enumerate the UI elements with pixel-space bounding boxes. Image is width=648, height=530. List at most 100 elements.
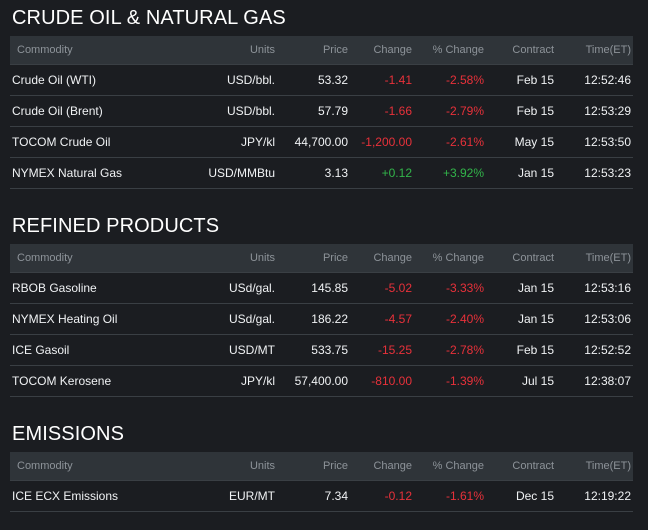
units-cell: USD/MT xyxy=(200,334,275,366)
contract-cell: May 15 xyxy=(484,126,554,158)
price-cell: 7.34 xyxy=(275,480,348,512)
contract-cell: Dec 15 xyxy=(484,480,554,512)
column-header-time[interactable]: Time(ET) xyxy=(585,252,631,264)
table-row[interactable]: Crude Oil (Brent) USD/bbl. 57.79 -1.66 -2.79… xyxy=(10,95,633,127)
price-cell: 3.13 xyxy=(275,157,348,189)
pct-change-cell: -1.39% xyxy=(412,365,484,397)
pct-change-cell: -1.61% xyxy=(412,480,484,512)
contract-cell: Feb 15 xyxy=(484,334,554,366)
commodity-name-link[interactable]: NYMEX Natural Gas xyxy=(10,157,200,189)
table-row[interactable]: ICE ECX Emissions EUR/MT 7.34 -0.12 -1.61% De… xyxy=(10,480,633,512)
time-cell: 12:52:46 xyxy=(554,64,633,96)
price-cell: 533.75 xyxy=(275,334,348,366)
time-cell: 12:52:52 xyxy=(554,334,633,366)
units-cell: JPY/kl xyxy=(200,126,275,158)
contract-cell: Jan 15 xyxy=(484,272,554,304)
units-cell: USD/bbl. xyxy=(200,64,275,96)
column-header-contract[interactable]: Contract xyxy=(512,44,554,56)
change-cell: -0.12 xyxy=(348,480,412,512)
column-header-change[interactable]: Change xyxy=(373,44,412,56)
column-header-change[interactable]: Change xyxy=(373,460,412,472)
price-cell: 44,700.00 xyxy=(275,126,348,158)
units-cell: JPY/kl xyxy=(200,365,275,397)
units-cell: USd/gal. xyxy=(200,272,275,304)
time-cell: 12:38:07 xyxy=(554,365,633,397)
quotes-table: Commodity Units Price Change % Change Co… xyxy=(10,36,633,189)
table-row[interactable]: TOCOM Crude Oil JPY/kl 44,700.00 -1,200.00-… xyxy=(10,126,633,158)
column-header-pct-change[interactable]: % Change xyxy=(432,44,484,56)
table-row[interactable]: Crude Oil (WTI) USD/bbl. 53.32 -1.41 -2.58% F… xyxy=(10,64,633,96)
table-header-row: Commodity Units Price Change % Change Co… xyxy=(10,452,633,481)
column-header-units[interactable]: Units xyxy=(249,44,275,56)
pct-change-cell: +3.92% xyxy=(412,157,484,189)
change-cell: -1.41 xyxy=(348,64,412,96)
change-cell: -1.66 xyxy=(348,95,412,127)
change-cell: +0.12 xyxy=(348,157,412,189)
table-header-row: Commodity Units Price Change % Change Co… xyxy=(10,244,633,273)
column-header-units[interactable]: Units xyxy=(249,460,275,472)
contract-cell: Jul 15 xyxy=(484,365,554,397)
price-cell: 57,400.00 xyxy=(275,365,348,397)
pct-change-cell: -2.61% xyxy=(412,126,484,158)
section-title: EMISSIONS xyxy=(12,423,125,445)
commodity-name-link[interactable]: Crude Oil (Brent) xyxy=(10,95,200,127)
time-cell: 12:19:22 xyxy=(554,480,633,512)
column-header-time[interactable]: Time(ET) xyxy=(585,460,631,472)
table-row[interactable]: TOCOM Kerosene JPY/kl 57,400.00 -810.00 -1.3… xyxy=(10,365,633,397)
pct-change-cell: -2.79% xyxy=(412,95,484,127)
column-header-price[interactable]: Price xyxy=(322,252,348,264)
commodity-name-link[interactable]: RBOB Gasoline xyxy=(10,272,200,304)
commodity-name-link[interactable]: TOCOM Crude Oil xyxy=(10,126,200,158)
units-cell: USD/bbl. xyxy=(200,95,275,127)
quotes-table: Commodity Units Price Change % Change Co… xyxy=(10,452,633,512)
column-header-price[interactable]: Price xyxy=(322,460,348,472)
quotes-table: Commodity Units Price Change % Change Co… xyxy=(10,244,633,397)
table-row[interactable]: NYMEX Natural Gas USD/MMBtu 3.13 +0.12 +3.92… xyxy=(10,157,633,189)
column-header-commodity[interactable]: Commodity xyxy=(17,460,73,472)
column-header-commodity[interactable]: Commodity xyxy=(17,44,73,56)
time-cell: 12:53:16 xyxy=(554,272,633,304)
price-cell: 145.85 xyxy=(275,272,348,304)
time-cell: 12:53:06 xyxy=(554,303,633,335)
section-title: CRUDE OIL & NATURAL GAS xyxy=(12,7,286,29)
time-cell: 12:53:23 xyxy=(554,157,633,189)
column-header-units[interactable]: Units xyxy=(249,252,275,264)
price-cell: 57.79 xyxy=(275,95,348,127)
column-header-pct-change[interactable]: % Change xyxy=(432,460,484,472)
contract-cell: Jan 15 xyxy=(484,157,554,189)
commodity-name-link[interactable]: TOCOM Kerosene xyxy=(10,365,200,397)
change-cell: -810.00 xyxy=(348,365,412,397)
column-header-contract[interactable]: Contract xyxy=(512,460,554,472)
column-header-change[interactable]: Change xyxy=(373,252,412,264)
column-header-pct-change[interactable]: % Change xyxy=(432,252,484,264)
change-cell: -15.25 xyxy=(348,334,412,366)
commodity-name-link[interactable]: ICE ECX Emissions xyxy=(10,480,200,512)
table-row[interactable]: NYMEX Heating Oil USd/gal. 186.22 -4.57 -2.4… xyxy=(10,303,633,335)
column-header-contract[interactable]: Contract xyxy=(512,252,554,264)
column-header-commodity[interactable]: Commodity xyxy=(17,252,73,264)
contract-cell: Jan 15 xyxy=(484,303,554,335)
change-cell: -4.57 xyxy=(348,303,412,335)
commodity-name-link[interactable]: Crude Oil (WTI) xyxy=(10,64,200,96)
contract-cell: Feb 15 xyxy=(484,95,554,127)
commodity-name-link[interactable]: NYMEX Heating Oil xyxy=(10,303,200,335)
pct-change-cell: -3.33% xyxy=(412,272,484,304)
table-header-row: Commodity Units Price Change % Change Co… xyxy=(10,36,633,65)
table-row[interactable]: RBOB Gasoline USd/gal. 145.85 -5.02 -3.33% Ja… xyxy=(10,272,633,304)
column-header-time[interactable]: Time(ET) xyxy=(585,44,631,56)
commodity-name-link[interactable]: ICE Gasoil xyxy=(10,334,200,366)
section-title: REFINED PRODUCTS xyxy=(12,215,220,237)
pct-change-cell: -2.40% xyxy=(412,303,484,335)
price-cell: 53.32 xyxy=(275,64,348,96)
change-cell: -1,200.00 xyxy=(348,126,412,158)
units-cell: USd/gal. xyxy=(200,303,275,335)
price-cell: 186.22 xyxy=(275,303,348,335)
table-row[interactable]: ICE Gasoil USD/MT 533.75 -15.25 -2.78% Feb 15… xyxy=(10,334,633,366)
column-header-price[interactable]: Price xyxy=(322,44,348,56)
units-cell: USD/MMBtu xyxy=(200,157,275,189)
contract-cell: Feb 15 xyxy=(484,64,554,96)
time-cell: 12:53:29 xyxy=(554,95,633,127)
pct-change-cell: -2.78% xyxy=(412,334,484,366)
pct-change-cell: -2.58% xyxy=(412,64,484,96)
